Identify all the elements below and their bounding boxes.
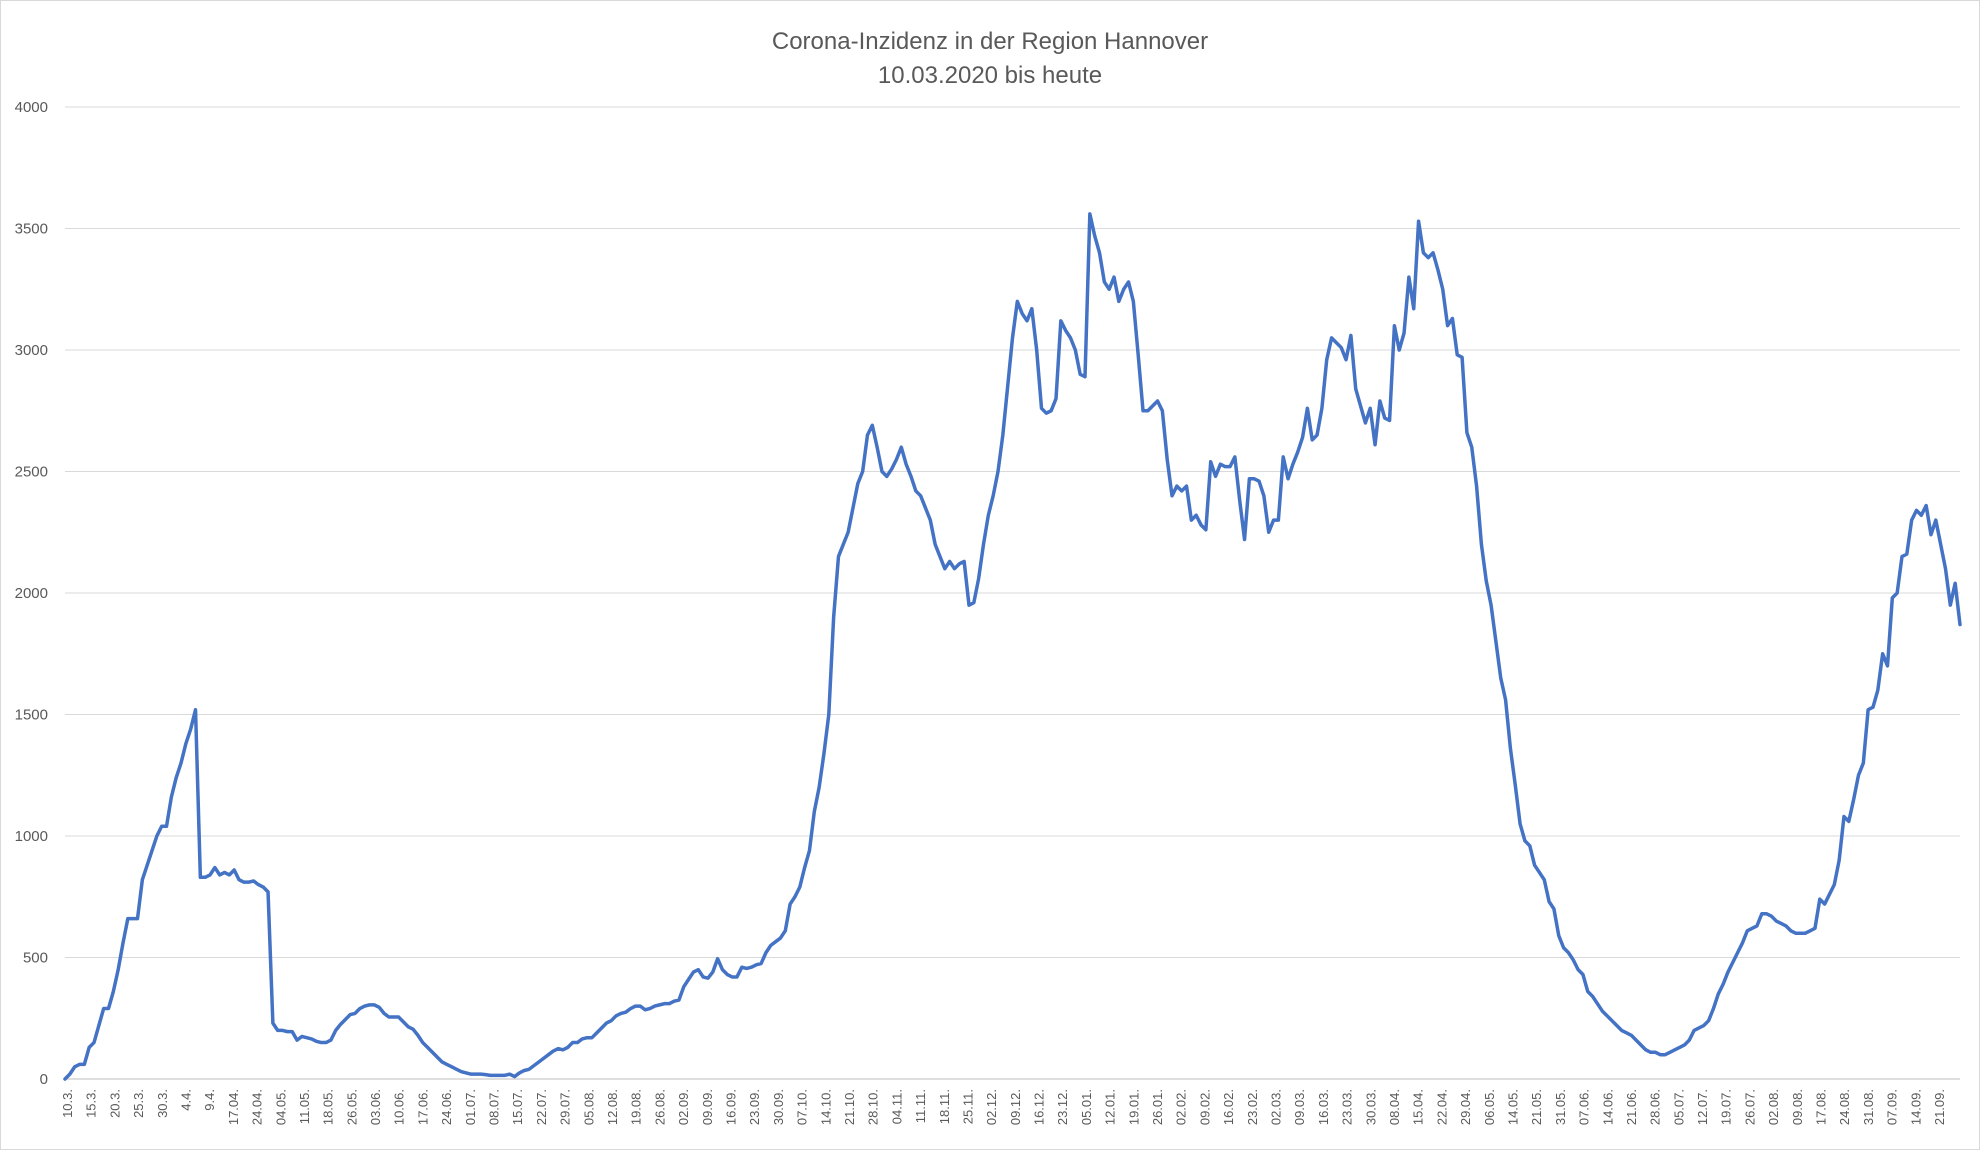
- x-tick-label: 14.06.: [1600, 1089, 1615, 1125]
- chart-title: Corona-Inzidenz in der Region Hannover: [771, 28, 1209, 55]
- x-tick-label: 28.10.: [866, 1089, 881, 1125]
- x-tick-label: 28.06.: [1648, 1089, 1663, 1125]
- x-tick-label: 14.10.: [818, 1089, 833, 1125]
- x-tick-label: 04.11.: [889, 1089, 904, 1124]
- x-tick-label: 04.05.: [273, 1089, 288, 1125]
- x-tick-label: 23.03.: [1340, 1089, 1355, 1125]
- x-tick-label: 05.08.: [581, 1089, 596, 1125]
- x-tick-label: 15.3.: [84, 1089, 99, 1118]
- x-tick-label: 20.3.: [107, 1089, 122, 1118]
- x-axis-ticks: 10.3. 15.3. 20.3. 25.3. 30.3. 4.4. 9.4. 17.04. 2…: [60, 1089, 1947, 1125]
- x-tick-label: 19.07.: [1719, 1089, 1734, 1125]
- x-tick-label: 12.07.: [1695, 1089, 1710, 1125]
- x-tick-label: 14.05.: [1506, 1089, 1521, 1125]
- x-tick-label: 15.04.: [1411, 1089, 1426, 1125]
- x-tick-label: 22.07.: [534, 1089, 549, 1125]
- x-tick-label: 07.09.: [1885, 1089, 1900, 1125]
- x-tick-label: 31.05.: [1553, 1089, 1568, 1125]
- x-tick-label: 17.04.: [226, 1089, 241, 1125]
- x-tick-label: 18.11.: [937, 1089, 952, 1124]
- x-tick-label: 15.07.: [510, 1089, 525, 1125]
- x-tick-label: 02.02.: [1174, 1089, 1189, 1125]
- x-tick-label: 01.07.: [463, 1089, 478, 1125]
- x-tick-label: 11.05.: [297, 1089, 312, 1124]
- x-tick-label: 19.01.: [1126, 1089, 1141, 1125]
- x-tick-label: 09.03.: [1292, 1089, 1307, 1125]
- x-tick-label: 05.01.: [1079, 1089, 1094, 1125]
- series-line-incidence: [63, 212, 1962, 1081]
- x-tick-label: 23.09.: [747, 1089, 762, 1125]
- x-tick-label: 18.05.: [321, 1089, 336, 1125]
- x-tick-label: 09.12.: [1008, 1089, 1023, 1125]
- y-tick-label: 4000: [15, 99, 48, 116]
- x-tick-label: 26.07.: [1742, 1089, 1757, 1125]
- x-tick-label: 17.08.: [1814, 1089, 1829, 1125]
- y-tick-label: 3500: [15, 221, 48, 238]
- chart-subtitle: 10.03.2020 bis heute: [877, 62, 1103, 89]
- x-tick-label: 24.08.: [1837, 1089, 1852, 1125]
- y-tick-label: 1000: [15, 828, 48, 845]
- x-tick-label: 07.06.: [1577, 1089, 1592, 1125]
- x-tick-label: 24.06.: [439, 1089, 454, 1125]
- x-tick-label: 16.09.: [724, 1089, 739, 1125]
- x-tick-label: 26.08.: [652, 1089, 667, 1125]
- x-tick-label: 30.09.: [771, 1089, 786, 1125]
- x-tick-label: 02.09.: [676, 1089, 691, 1125]
- x-tick-label: 23.12.: [1055, 1089, 1070, 1125]
- x-tick-label: 05.07.: [1671, 1089, 1686, 1125]
- gridlines: [65, 106, 1960, 958]
- x-tick-label: 12.01.: [1103, 1089, 1118, 1125]
- y-tick-label: 500: [23, 950, 48, 967]
- x-tick-label: 08.07.: [487, 1089, 502, 1125]
- x-tick-label: 29.07.: [558, 1089, 573, 1125]
- x-tick-label: 16.02.: [1221, 1089, 1236, 1125]
- x-tick-label: 08.04.: [1387, 1089, 1402, 1125]
- x-tick-label: 25.3.: [131, 1089, 146, 1118]
- x-tick-label: 09.09.: [700, 1089, 715, 1125]
- x-tick-label: 26.05.: [344, 1089, 359, 1125]
- x-tick-label: 4.4.: [179, 1089, 194, 1111]
- x-tick-label: 9.4.: [202, 1089, 217, 1111]
- x-tick-label: 25.11.: [961, 1089, 976, 1124]
- x-tick-label: 11.11.: [913, 1089, 928, 1123]
- x-tick-label: 17.06.: [415, 1089, 430, 1125]
- x-tick-label: 19.08.: [629, 1089, 644, 1125]
- x-tick-label: 16.03.: [1316, 1089, 1331, 1125]
- y-tick-label: 1500: [15, 707, 48, 724]
- x-tick-label: 10.06.: [392, 1089, 407, 1125]
- x-tick-label: 21.10.: [842, 1089, 857, 1125]
- x-tick-label: 30.3.: [155, 1089, 170, 1118]
- x-tick-label: 21.09.: [1932, 1089, 1947, 1125]
- x-tick-label: 31.08.: [1861, 1089, 1876, 1125]
- x-tick-label: 03.06.: [368, 1089, 383, 1125]
- x-tick-label: 30.03.: [1363, 1089, 1378, 1125]
- x-tick-label: 22.04.: [1434, 1089, 1449, 1125]
- x-tick-label: 02.03.: [1269, 1089, 1284, 1125]
- y-tick-label: 2000: [15, 585, 48, 602]
- x-tick-label: 12.08.: [605, 1089, 620, 1125]
- y-tick-label: 3000: [15, 342, 48, 359]
- x-tick-label: 24.04.: [250, 1089, 265, 1125]
- x-tick-label: 07.10.: [795, 1089, 810, 1125]
- x-tick-label: 16.12.: [1032, 1089, 1047, 1125]
- x-tick-label: 26.01.: [1150, 1089, 1165, 1125]
- x-tick-label: 06.05.: [1482, 1089, 1497, 1125]
- x-tick-label: 29.04.: [1458, 1089, 1473, 1125]
- x-tick-label: 23.02.: [1245, 1089, 1260, 1125]
- x-tick-label: 02.08.: [1766, 1089, 1781, 1125]
- x-tick-label: 14.09.: [1908, 1089, 1923, 1125]
- y-axis-ticks: 0 500 1000 1500 2000 2500 3000 3500 4000: [15, 99, 48, 1088]
- x-tick-label: 02.12.: [984, 1089, 999, 1125]
- x-tick-label: 10.3.: [60, 1089, 75, 1118]
- x-tick-label: 21.05.: [1529, 1089, 1544, 1125]
- x-tick-label: 21.06.: [1624, 1089, 1639, 1125]
- y-tick-label: 2500: [15, 464, 48, 481]
- y-tick-label: 0: [40, 1071, 48, 1088]
- x-tick-label: 09.02.: [1197, 1089, 1212, 1125]
- x-tick-label: 09.08.: [1790, 1089, 1805, 1125]
